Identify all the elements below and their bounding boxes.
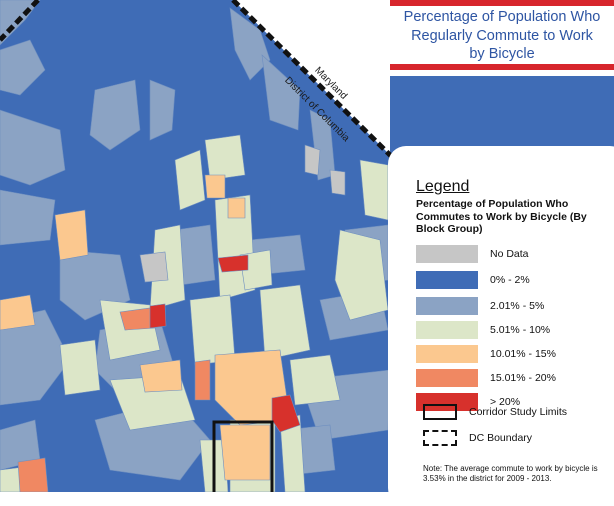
legend-label: 0% - 2%	[490, 274, 530, 286]
legend-label: 5.01% - 10%	[490, 324, 551, 336]
title-accent-bar-top	[390, 0, 614, 6]
legend-item-over-20: > 20%	[416, 392, 520, 412]
outside-dc-area	[40, 0, 390, 155]
dc-boundary-right	[231, 0, 394, 159]
legend-subtitle: Percentage of Population Who Commutes to…	[416, 198, 587, 235]
title-accent-bar-bottom	[390, 64, 614, 70]
legend-label: > 20%	[490, 396, 521, 408]
block-groups	[0, 0, 391, 492]
legend-swatch	[416, 271, 478, 289]
legend-heading: Legend	[416, 178, 470, 195]
legend-item-no-data: No Data	[416, 244, 529, 264]
legend-item-0-2: 0% - 2%	[416, 270, 530, 290]
corridor-swatch	[423, 404, 457, 420]
map-title: Percentage of Population Who Regularly C…	[390, 0, 614, 76]
legend-item-15-20: 15.01% - 20%	[416, 368, 556, 388]
legend-swatch	[416, 345, 478, 363]
dc-boundary-swatch	[423, 430, 457, 446]
dc-boundary-left	[0, 0, 40, 42]
legend-swatch	[416, 321, 478, 339]
legend-swatch	[416, 393, 478, 411]
corridor-label: Corridor Study Limits	[469, 406, 568, 418]
legend-note: Note: The average commute to work by bic…	[423, 464, 598, 483]
legend-label: 10.01% - 15%	[490, 348, 556, 360]
legend-swatch	[416, 369, 478, 387]
legend-item-10-15: 10.01% - 15%	[416, 344, 556, 364]
legend-panel: Legend Percentage of Population Who Comm…	[388, 146, 614, 506]
title-line-1: Percentage of Population Who	[403, 9, 601, 25]
legend-item-dc-boundary: DC Boundary	[423, 428, 532, 448]
legend-swatch	[416, 297, 478, 315]
title-text: Percentage of Population Who Regularly C…	[390, 8, 614, 64]
legend-item-corridor: Corridor Study Limits	[423, 402, 567, 422]
legend-item-5-10: 5.01% - 10%	[416, 320, 550, 340]
corridor-study-limits	[212, 420, 274, 492]
legend-label: No Data	[490, 248, 529, 260]
legend-label: 15.01% - 20%	[490, 372, 556, 384]
legend-label: 2.01% - 5%	[490, 300, 545, 312]
title-line-3: by Bicycle	[469, 46, 535, 62]
legend-swatch	[416, 245, 478, 263]
dc-boundary-label: DC Boundary	[469, 432, 533, 444]
title-line-2: Regularly Commute to Work	[411, 27, 593, 44]
legend-item-2-5: 2.01% - 5%	[416, 296, 544, 316]
